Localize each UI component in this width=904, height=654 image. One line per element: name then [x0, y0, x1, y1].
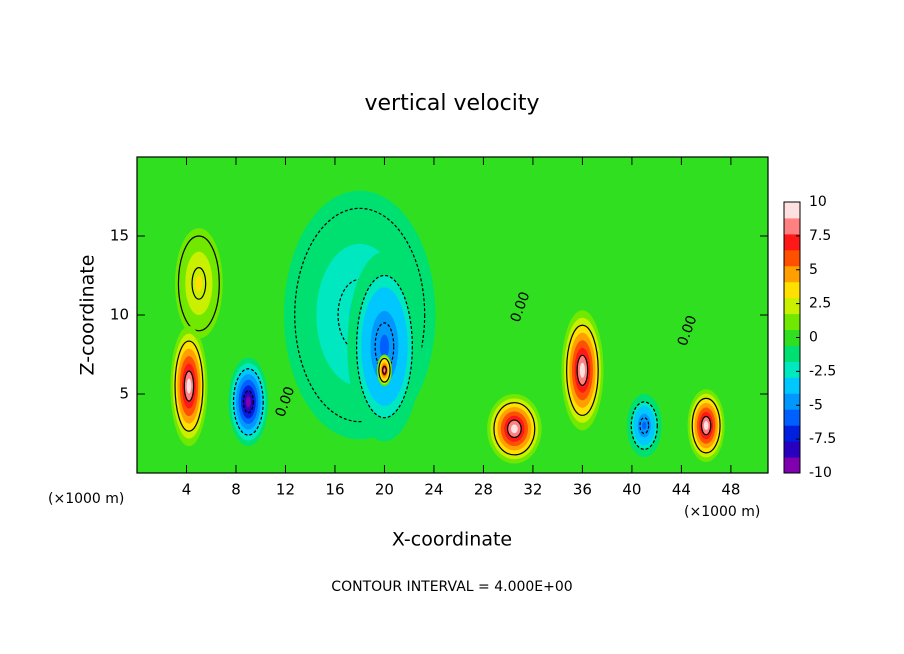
contour-band [642, 421, 647, 430]
colorbar-band [784, 409, 800, 426]
colorbar-tick-label: 5 [809, 262, 818, 278]
colorbar-band [784, 441, 800, 458]
footer: CONTOUR INTERVAL = 4.000E+00 [331, 579, 572, 595]
contour-band [186, 378, 192, 394]
x-tick-label: 8 [231, 481, 241, 499]
colorbar-band [784, 329, 800, 346]
colorbar-band [784, 297, 800, 315]
x-unit-label: (×1000 m) [48, 491, 124, 507]
contour-band [510, 424, 518, 434]
x-axis-label: X-coordinate [392, 529, 512, 551]
y-tick-label: 5 [119, 385, 129, 403]
colorbar-band [784, 281, 800, 299]
x-tick-label: 40 [622, 481, 641, 499]
colorbar-tick-label: 2.5 [809, 296, 831, 312]
colorbar-band [784, 202, 800, 219]
x-tick-label: 28 [474, 481, 493, 499]
colorbar-tick-label: -2.5 [809, 363, 836, 379]
contour-band [195, 275, 203, 292]
colorbar-band [784, 361, 800, 378]
colorbar-band [784, 425, 800, 442]
contour-band [383, 368, 386, 373]
x-tick-label: 12 [276, 481, 295, 499]
colorbar-band [784, 377, 800, 394]
chart-title: vertical velocity [364, 91, 539, 116]
colorbar-tick-label: 10 [809, 194, 827, 210]
x-tick-label: 44 [672, 481, 691, 499]
contour-band [245, 396, 251, 408]
contour-band [703, 421, 709, 431]
colorbar-band [784, 249, 800, 267]
x-tick-label: 32 [523, 481, 542, 499]
y-tick-label: 10 [110, 306, 129, 324]
x-tick-label: 20 [375, 481, 394, 499]
y-axis-label: Z-coordinate [77, 255, 99, 376]
y-tick-label: 15 [110, 227, 129, 245]
colorbar-band [784, 233, 800, 251]
x-unit-label: (×1000 m) [684, 504, 760, 520]
colorbar-band [784, 393, 800, 410]
x-tick-label: 16 [325, 481, 344, 499]
colorbar-band [784, 457, 800, 474]
colorbar-tick-label: -10 [809, 465, 832, 481]
x-tick-label: 4 [182, 481, 192, 499]
x-tick-label: 48 [721, 481, 740, 499]
x-tick-label: 24 [424, 481, 443, 499]
colorbar-tick-label: -7.5 [809, 431, 836, 447]
colorbar-band [784, 345, 800, 362]
contour-band [579, 362, 586, 378]
colorbar-band [784, 313, 800, 331]
colorbar-band [784, 265, 800, 283]
colorbar-tick-label: 0 [809, 330, 818, 346]
colorbar-band [784, 217, 800, 235]
x-tick-label: 36 [573, 481, 592, 499]
colorbar-tick-label: 7.5 [809, 228, 831, 244]
contour-band [379, 334, 390, 359]
field: 0.000.000.00 [137, 157, 768, 473]
colorbar-tick-label: -5 [809, 397, 823, 413]
